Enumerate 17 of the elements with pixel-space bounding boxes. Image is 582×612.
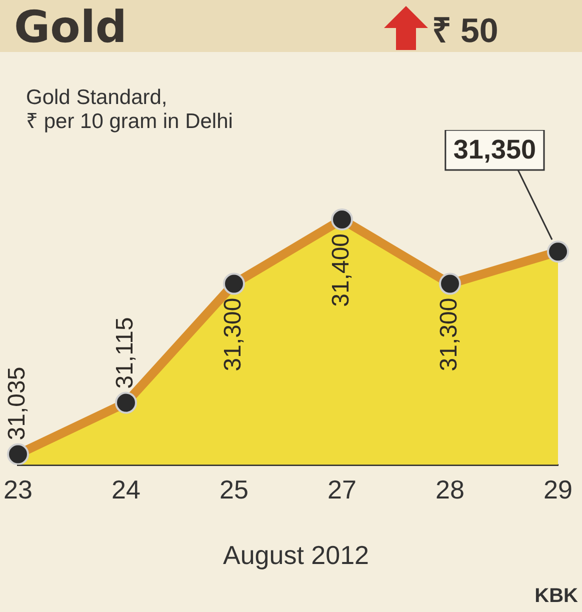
data-label: 31,115 [112, 317, 139, 389]
data-label: 31,400 [328, 233, 355, 307]
x-tick-label: 25 [220, 474, 248, 505]
chart-subtitle: Gold Standard, ₹ per 10 gram in Delhi [26, 86, 233, 134]
data-label: 31,035 [4, 366, 31, 440]
chart-title: Gold [14, 2, 127, 53]
text: ₹ 50 [432, 11, 498, 52]
data-label: 31,350 [453, 134, 536, 164]
data-label: 31,300 [220, 298, 247, 372]
annotation: KBK [534, 585, 578, 608]
x-tick-label: 24 [112, 474, 140, 505]
x-tick-label: 28 [436, 474, 464, 505]
x-tick-label: 23 [4, 474, 32, 505]
x-tick-label: 29 [544, 474, 572, 505]
x-axis-title: August 2012 [222, 540, 370, 571]
x-tick-label: 27 [328, 474, 356, 505]
data-label: 31,300 [436, 298, 463, 372]
